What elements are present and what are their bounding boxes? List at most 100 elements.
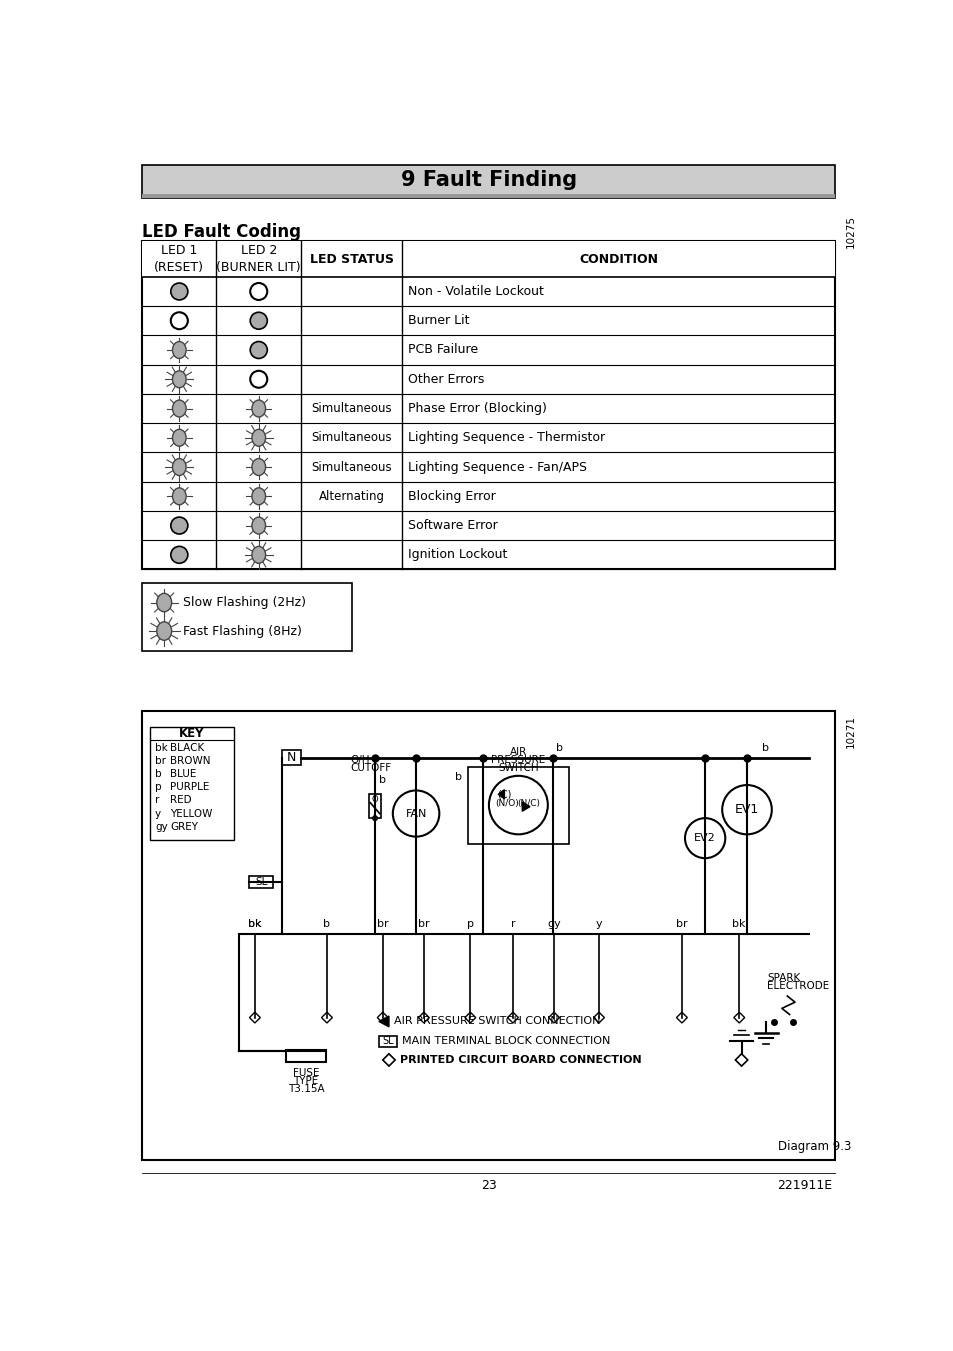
Text: Diagram 9.3: Diagram 9.3 [778, 1140, 850, 1154]
Text: CUTOFF: CUTOFF [350, 763, 391, 774]
Text: AIR PRESSURE SWITCH CONNECTION: AIR PRESSURE SWITCH CONNECTION [394, 1016, 600, 1027]
Text: b: b [556, 743, 563, 754]
Ellipse shape [172, 430, 186, 446]
Text: 10275: 10275 [845, 215, 855, 249]
Text: b: b [761, 743, 769, 754]
Text: BLUE: BLUE [171, 769, 196, 780]
Polygon shape [497, 790, 504, 798]
Text: bk: bk [248, 919, 261, 928]
Text: SL: SL [382, 1036, 394, 1046]
Text: BROWN: BROWN [171, 757, 211, 766]
Text: bk: bk [732, 919, 745, 928]
Text: LED Fault Coding: LED Fault Coding [142, 223, 301, 240]
Text: gy: gy [547, 919, 560, 928]
Ellipse shape [156, 621, 172, 640]
Bar [142, 584, 352, 651]
Text: b: b [455, 771, 461, 782]
Circle shape [250, 342, 267, 358]
Text: Slow Flashing (2Hz): Slow Flashing (2Hz) [183, 596, 306, 609]
Text: b: b [323, 919, 330, 928]
Text: PRINTED CIRCUIT BOARD CONNECTION: PRINTED CIRCUIT BOARD CONNECTION [399, 1055, 640, 1065]
Text: YELLOW: YELLOW [171, 808, 213, 819]
Circle shape [171, 517, 188, 534]
Text: SWITCH: SWITCH [497, 763, 538, 773]
Text: RED: RED [171, 796, 192, 805]
Bar [286, 1050, 326, 1062]
Text: (N/C): (N/C) [517, 798, 540, 808]
Text: (N/O): (N/O) [496, 798, 518, 808]
Text: N: N [286, 751, 295, 763]
Bar [468, 766, 568, 843]
Text: BLACK: BLACK [171, 743, 205, 753]
Ellipse shape [156, 593, 172, 612]
Text: Ignition Lockout: Ignition Lockout [408, 549, 507, 561]
Ellipse shape [172, 342, 186, 358]
Text: Alternating: Alternating [318, 490, 384, 503]
Text: b: b [154, 769, 161, 780]
Bar [142, 193, 835, 197]
Polygon shape [378, 1016, 389, 1027]
Ellipse shape [172, 400, 186, 417]
Ellipse shape [172, 370, 186, 388]
Text: O/H: O/H [350, 755, 370, 765]
Text: p: p [466, 919, 474, 928]
Text: b: b [378, 775, 385, 785]
Text: Burner Lit: Burner Lit [408, 315, 469, 327]
Text: FAN: FAN [405, 808, 426, 819]
Bar [142, 242, 835, 277]
Text: Blocking Error: Blocking Error [408, 490, 496, 503]
Text: br: br [154, 757, 166, 766]
Text: 9 Fault Finding: 9 Fault Finding [400, 170, 577, 190]
Text: AIR: AIR [509, 747, 526, 758]
Text: Fast Flashing (8Hz): Fast Flashing (8Hz) [183, 624, 301, 638]
Text: Non - Volatile Lockout: Non - Volatile Lockout [408, 285, 543, 299]
Text: SPARK: SPARK [766, 973, 800, 984]
Text: r: r [154, 796, 159, 805]
Ellipse shape [172, 458, 186, 476]
Ellipse shape [252, 517, 265, 534]
Text: Other Errors: Other Errors [408, 373, 484, 386]
Text: MAIN TERMINAL BLOCK CONNECTION: MAIN TERMINAL BLOCK CONNECTION [402, 1036, 610, 1046]
Text: Phase Error (Blocking): Phase Error (Blocking) [408, 403, 547, 415]
Ellipse shape [172, 488, 186, 505]
Circle shape [250, 312, 267, 330]
Bar [142, 242, 835, 570]
Ellipse shape [252, 546, 265, 563]
Text: bk: bk [154, 743, 168, 753]
Text: y: y [154, 808, 161, 819]
Text: EV1: EV1 [734, 804, 759, 816]
Text: ELECTRODE: ELECTRODE [766, 981, 828, 992]
Bar [378, 1036, 397, 1047]
Circle shape [171, 546, 188, 563]
Polygon shape [521, 802, 530, 811]
Circle shape [171, 282, 188, 300]
Text: LED 1
(RESET): LED 1 (RESET) [154, 245, 204, 274]
Text: LED 2
(BURNER LIT): LED 2 (BURNER LIT) [216, 245, 301, 274]
Text: Lighting Sequence - Thermistor: Lighting Sequence - Thermistor [408, 431, 605, 444]
Bar [282, 750, 300, 765]
Text: PURPLE: PURPLE [171, 782, 210, 792]
Ellipse shape [252, 400, 265, 417]
Text: 10271: 10271 [845, 715, 855, 748]
Text: TYPE: TYPE [294, 1077, 318, 1086]
Text: Software Error: Software Error [408, 519, 497, 532]
Bar [142, 711, 835, 1161]
Text: Lighting Sequence - Fan/APS: Lighting Sequence - Fan/APS [408, 461, 587, 474]
Text: CONDITION: CONDITION [578, 253, 658, 266]
Text: GREY: GREY [171, 821, 198, 832]
Bar [249, 875, 273, 888]
Text: FUSE: FUSE [293, 1069, 319, 1078]
Text: p: p [154, 782, 161, 792]
Text: br: br [417, 919, 429, 928]
Text: gy: gy [154, 821, 168, 832]
Text: EV2: EV2 [694, 834, 716, 843]
Text: LED STATUS: LED STATUS [310, 253, 394, 266]
Text: O: O [372, 796, 378, 804]
Text: T3.15A: T3.15A [288, 1084, 324, 1094]
Text: KEY: KEY [179, 727, 205, 740]
Ellipse shape [252, 488, 265, 505]
Text: br: br [376, 919, 388, 928]
Text: y: y [595, 919, 601, 928]
Text: Simultaneous: Simultaneous [311, 403, 392, 415]
Text: Simultaneous: Simultaneous [311, 431, 392, 444]
